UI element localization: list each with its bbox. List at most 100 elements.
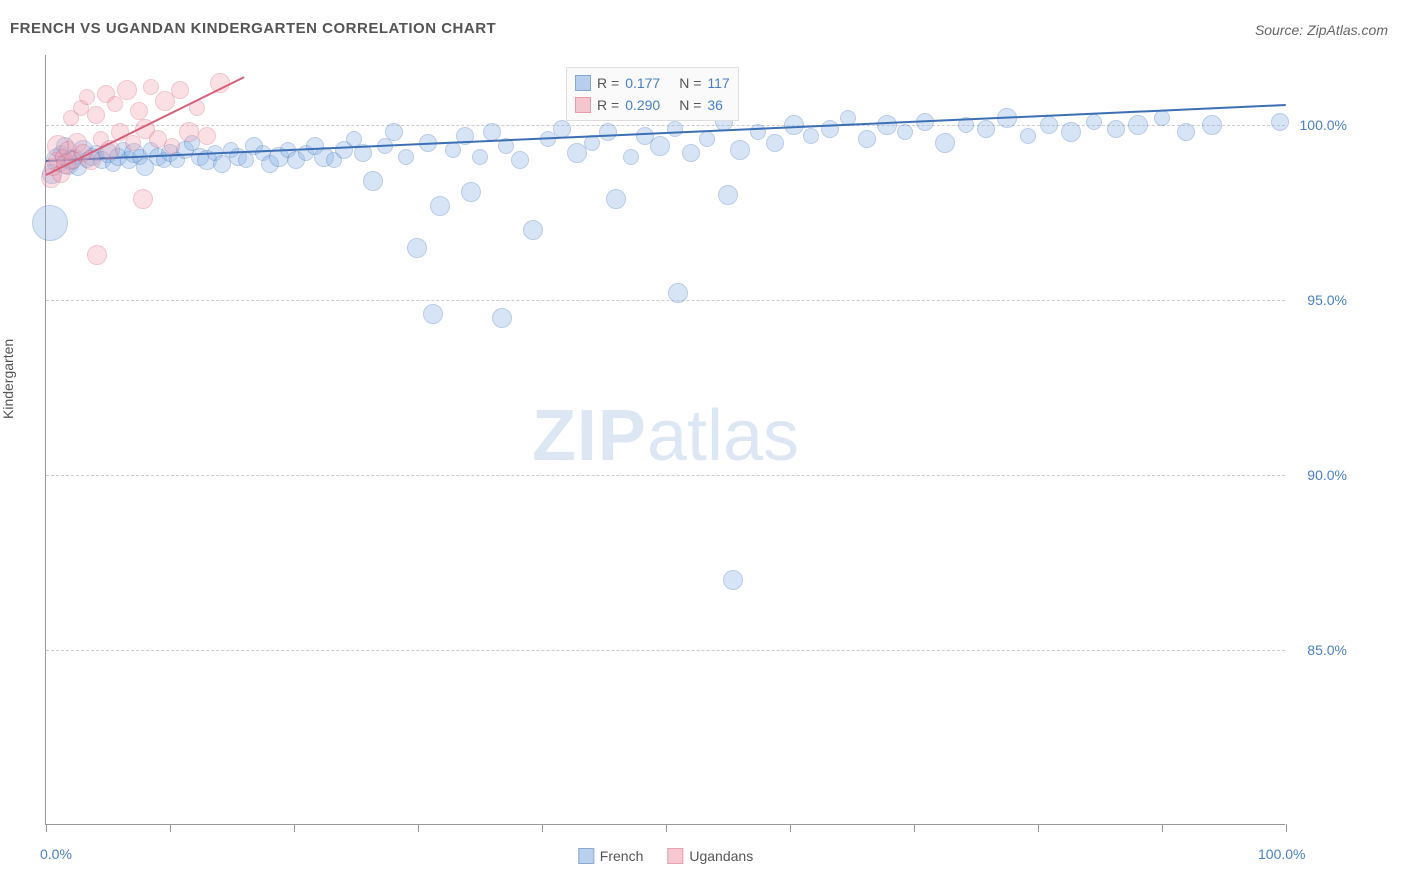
legend-item: Ugandans [667,848,753,864]
stat-n-value: 36 [707,97,723,113]
data-point [877,115,897,135]
data-point [718,185,738,205]
legend-item: French [578,848,644,864]
data-point [87,106,105,124]
data-point [606,189,626,209]
data-point [125,135,141,151]
chart-title: FRENCH VS UGANDAN KINDERGARTEN CORRELATI… [10,20,496,37]
data-point [87,245,107,265]
stats-legend-row: R =0.290N =36 [575,94,730,116]
data-point [445,142,461,158]
data-point [363,171,383,191]
x-tick-label: 100.0% [1258,846,1305,862]
y-tick-label: 100.0% [1300,117,1347,133]
data-point [511,151,529,169]
data-point [1020,128,1036,144]
stat-r-value: 0.177 [625,75,673,91]
data-point [32,205,68,241]
data-point [667,121,683,137]
x-tick [170,824,171,832]
data-point [492,308,512,328]
data-point [398,149,414,165]
x-tick [1286,824,1287,832]
data-point [766,134,784,152]
data-point [935,133,955,153]
y-tick-label: 90.0% [1307,467,1347,483]
stats-legend-row: R = 0.177 N = 117 [575,72,730,94]
data-point [385,123,403,141]
legend-swatch [667,848,683,864]
x-tick [294,824,295,832]
grid-line [46,300,1285,301]
data-point [117,80,137,100]
data-point [1086,114,1102,130]
stat-label: R = [597,97,619,113]
data-point [483,123,501,141]
stat-label: N = [679,75,701,91]
data-point [723,570,743,590]
legend-label: French [600,848,644,864]
data-point [143,79,159,95]
data-point [553,120,571,138]
y-tick-label: 95.0% [1307,292,1347,308]
data-point [1202,115,1222,135]
y-tick-label: 85.0% [1307,642,1347,658]
data-point [430,196,450,216]
data-point [977,120,995,138]
data-point [523,220,543,240]
data-point [472,149,488,165]
data-point [1128,115,1148,135]
data-point [1177,123,1195,141]
grid-line [46,475,1285,476]
data-point [599,123,617,141]
grid-line [46,650,1285,651]
stats-legend: R =0.177N =117R =0.290N =36 [566,67,739,121]
x-tick [790,824,791,832]
data-point [1040,116,1058,134]
x-tick-label: 0.0% [40,846,72,862]
stat-label: R = [597,75,619,91]
data-point [130,102,148,120]
data-point [1107,120,1125,138]
chart-container: FRENCH VS UGANDAN KINDERGARTEN CORRELATI… [0,0,1406,892]
data-point [1271,113,1289,131]
data-point [730,140,750,160]
data-point [461,182,481,202]
data-point [821,120,839,138]
data-point [897,124,913,140]
x-tick [666,824,667,832]
x-tick [1162,824,1163,832]
data-point [750,124,766,140]
watermark-light: atlas [647,395,799,475]
data-point [668,283,688,303]
watermark: ZIPatlas [532,394,799,476]
data-point [650,136,670,156]
x-tick [1038,824,1039,832]
data-point [699,131,715,147]
x-tick [46,824,47,832]
stat-n-value: 117 [707,75,729,91]
data-point [164,138,180,154]
legend-swatch [575,75,591,91]
data-point [423,304,443,324]
data-point [407,238,427,258]
stat-r-value: 0.290 [625,97,673,113]
y-axis-label: Kindergarten [0,339,16,419]
data-point [133,189,153,209]
plot-area: ZIPatlas 85.0%90.0%95.0%100.0%0.0%100.0%… [45,55,1285,825]
x-tick [914,824,915,832]
source-attribution: Source: ZipAtlas.com [1255,22,1388,38]
legend-swatch [575,97,591,113]
data-point [171,81,189,99]
x-tick [418,824,419,832]
data-point [179,122,199,142]
data-point [623,149,639,165]
data-point [79,89,95,105]
bottom-legend: French Ugandans [578,848,753,864]
data-point [803,128,819,144]
data-point [198,127,216,145]
legend-label: Ugandans [689,848,753,864]
data-point [682,144,700,162]
x-tick [542,824,543,832]
data-point [858,130,876,148]
